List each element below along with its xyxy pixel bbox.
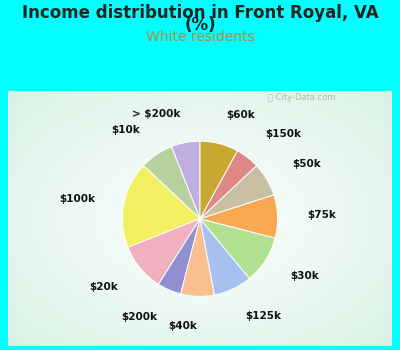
Text: (%): (%) (184, 16, 216, 34)
Text: $125k: $125k (246, 310, 282, 321)
Wedge shape (128, 219, 200, 284)
Text: > $200k: > $200k (132, 108, 180, 119)
Text: $75k: $75k (307, 210, 336, 220)
Wedge shape (200, 166, 274, 219)
Text: ⓘ City-Data.com: ⓘ City-Data.com (268, 93, 336, 102)
Text: $50k: $50k (292, 159, 321, 169)
Text: $60k: $60k (227, 110, 255, 120)
Text: $150k: $150k (266, 129, 302, 139)
Text: $100k: $100k (59, 194, 95, 204)
Wedge shape (158, 219, 200, 294)
Wedge shape (200, 219, 275, 279)
Wedge shape (200, 219, 250, 295)
Text: $10k: $10k (111, 125, 140, 135)
Text: Income distribution in Front Royal, VA: Income distribution in Front Royal, VA (22, 4, 378, 21)
Text: $30k: $30k (290, 271, 319, 281)
Wedge shape (200, 195, 278, 238)
Wedge shape (181, 219, 214, 296)
Wedge shape (200, 141, 237, 219)
Wedge shape (172, 141, 200, 219)
Text: $20k: $20k (89, 282, 118, 292)
Text: White residents: White residents (146, 30, 254, 44)
Text: $40k: $40k (168, 321, 197, 331)
Wedge shape (200, 151, 256, 219)
Text: $200k: $200k (122, 312, 158, 322)
Wedge shape (144, 147, 200, 219)
Wedge shape (122, 166, 200, 247)
